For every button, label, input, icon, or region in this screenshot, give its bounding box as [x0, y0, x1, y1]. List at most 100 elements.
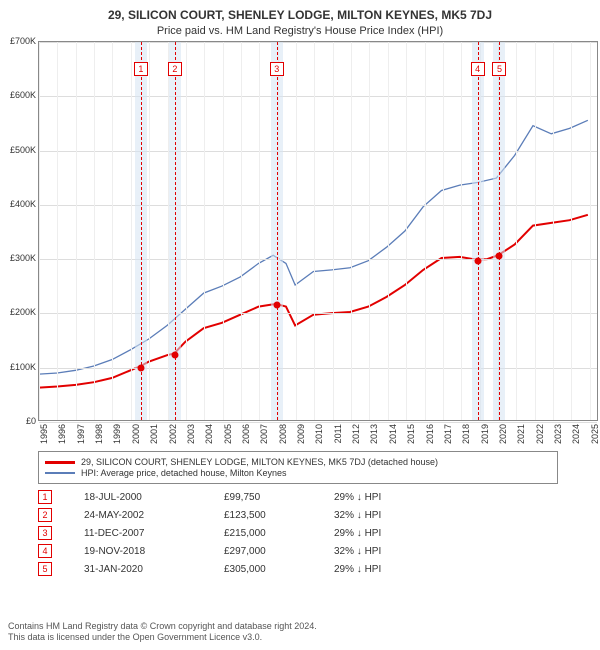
legend-label: 29, SILICON COURT, SHENLEY LODGE, MILTON…	[81, 457, 438, 467]
sale-row-price: £215,000	[224, 528, 334, 539]
sale-marker-number: 3	[270, 62, 284, 76]
gridline-h	[39, 368, 597, 369]
sale-row-price: £297,000	[224, 546, 334, 557]
sale-row-pct: 32% ↓ HPI	[334, 510, 454, 521]
chart-subtitle: Price paid vs. HM Land Registry's House …	[8, 25, 592, 37]
sale-row-date: 24-MAY-2002	[84, 510, 224, 521]
gridline-v	[461, 42, 462, 420]
sale-table-row: 419-NOV-2018£297,00032% ↓ HPI	[38, 544, 558, 558]
sale-row-date: 18-JUL-2000	[84, 492, 224, 503]
sale-table-row: 1 18-JUL-2000£99,75029% ↓ HPI	[38, 490, 558, 504]
sale-row-number: 1	[38, 490, 52, 504]
gridline-v	[406, 42, 407, 420]
y-tick-label: £700K	[10, 36, 36, 46]
sale-marker-band	[472, 42, 484, 420]
gridline-v	[57, 42, 58, 420]
x-tick-label: 1996	[57, 424, 67, 444]
gridline-v	[333, 42, 334, 420]
sale-row-date: 19-NOV-2018	[84, 546, 224, 557]
sale-dot	[474, 257, 481, 264]
gridline-v	[535, 42, 536, 420]
sale-marker-band	[493, 42, 505, 420]
sale-marker-band	[135, 42, 147, 420]
gridline-v	[223, 42, 224, 420]
gridline-h	[39, 422, 597, 423]
gridline-v	[443, 42, 444, 420]
x-tick-label: 2023	[553, 424, 563, 444]
gridline-v	[571, 42, 572, 420]
gridline-v	[480, 42, 481, 420]
gridline-v	[351, 42, 352, 420]
sale-marker-line	[499, 42, 500, 420]
y-tick-label: £500K	[10, 145, 36, 155]
sale-table-row: 3 11-DEC-2007£215,00029% ↓ HPI	[38, 526, 558, 540]
sales-table: 118-JUL-2000£99,75029% ↓ HPI224-MAY-2002…	[38, 490, 558, 576]
gridline-v	[498, 42, 499, 420]
x-tick-label: 2013	[369, 424, 379, 444]
x-tick-label: 1995	[39, 424, 49, 444]
sale-row-price: £305,000	[224, 564, 334, 575]
sale-row-price: £123,500	[224, 510, 334, 521]
sale-row-date: 11-DEC-2007	[84, 528, 224, 539]
y-tick-label: £600K	[10, 90, 36, 100]
x-tick-label: 2004	[204, 424, 214, 444]
x-tick-label: 2000	[131, 424, 141, 444]
x-tick-label: 2024	[571, 424, 581, 444]
sale-row-number: 2	[38, 508, 52, 522]
y-tick-label: £0	[26, 416, 36, 426]
gridline-v	[112, 42, 113, 420]
legend-item: HPI: Average price, detached house, Milt…	[45, 468, 551, 478]
chart-title: 29, SILICON COURT, SHENLEY LODGE, MILTON…	[8, 8, 592, 22]
sale-row-number: 4	[38, 544, 52, 558]
sale-row-number: 5	[38, 562, 52, 576]
y-axis: £0£100K£200K£300K£400K£500K£600K£700K	[8, 41, 38, 421]
x-tick-label: 2007	[259, 424, 269, 444]
sale-row-number: 3	[38, 526, 52, 540]
x-tick-label: 2002	[168, 424, 178, 444]
gridline-h	[39, 42, 597, 43]
sale-dot	[137, 364, 144, 371]
gridline-v	[369, 42, 370, 420]
sale-row-pct: 29% ↓ HPI	[334, 492, 454, 503]
sale-dot	[171, 351, 178, 358]
sale-dot	[273, 302, 280, 309]
gridline-v	[278, 42, 279, 420]
gridline-v	[425, 42, 426, 420]
y-tick-label: £200K	[10, 307, 36, 317]
gridline-h	[39, 259, 597, 260]
footer-line-1: Contains HM Land Registry data © Crown c…	[8, 621, 317, 633]
legend-swatch	[45, 472, 75, 474]
x-tick-label: 1999	[112, 424, 122, 444]
x-tick-label: 2019	[480, 424, 490, 444]
x-tick-label: 2012	[351, 424, 361, 444]
x-tick-label: 2014	[388, 424, 398, 444]
gridline-v	[388, 42, 389, 420]
x-tick-label: 2020	[498, 424, 508, 444]
sale-row-date: 31-JAN-2020	[84, 564, 224, 575]
footer-attribution: Contains HM Land Registry data © Crown c…	[8, 621, 317, 644]
gridline-v	[94, 42, 95, 420]
x-tick-label: 2006	[241, 424, 251, 444]
sale-marker-line	[175, 42, 176, 420]
gridline-h	[39, 313, 597, 314]
y-tick-label: £400K	[10, 199, 36, 209]
sale-row-price: £99,750	[224, 492, 334, 503]
gridline-v	[259, 42, 260, 420]
x-tick-label: 2015	[406, 424, 416, 444]
gridline-h	[39, 205, 597, 206]
x-tick-label: 2009	[296, 424, 306, 444]
sale-dot	[496, 253, 503, 260]
x-tick-label: 2008	[278, 424, 288, 444]
gridline-v	[516, 42, 517, 420]
legend-swatch	[45, 461, 75, 464]
sale-marker-number: 2	[168, 62, 182, 76]
footer-line-2: This data is licensed under the Open Gov…	[8, 632, 317, 644]
sale-marker-line	[478, 42, 479, 420]
y-tick-label: £100K	[10, 362, 36, 372]
sale-row-pct: 29% ↓ HPI	[334, 528, 454, 539]
line-series-svg	[39, 42, 597, 420]
sale-table-row: 2 24-MAY-2002£123,50032% ↓ HPI	[38, 508, 558, 522]
y-tick-label: £300K	[10, 253, 36, 263]
gridline-v	[204, 42, 205, 420]
x-tick-label: 2022	[535, 424, 545, 444]
